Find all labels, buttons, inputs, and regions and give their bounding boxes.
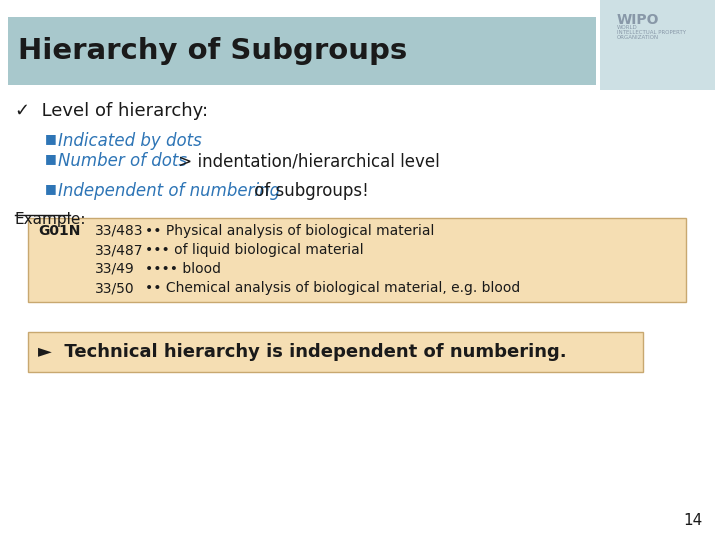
Text: 33/483: 33/483 <box>95 224 143 238</box>
Text: ►  Technical hierarchy is independent of numbering.: ► Technical hierarchy is independent of … <box>38 343 567 361</box>
Text: Number of dots: Number of dots <box>58 152 187 170</box>
Text: •• Chemical analysis of biological material, e.g. blood: •• Chemical analysis of biological mater… <box>145 281 521 295</box>
Text: Independent of numbering: Independent of numbering <box>58 182 280 200</box>
Text: Indicated by dots: Indicated by dots <box>58 132 202 150</box>
Text: WIPO: WIPO <box>617 13 660 27</box>
Text: > indentation/hierarchical level: > indentation/hierarchical level <box>173 152 440 170</box>
Text: 33/50: 33/50 <box>95 281 135 295</box>
FancyBboxPatch shape <box>8 17 596 85</box>
Text: ■: ■ <box>45 182 57 195</box>
FancyBboxPatch shape <box>28 218 686 302</box>
FancyBboxPatch shape <box>28 332 643 372</box>
Text: Example:: Example: <box>15 212 86 227</box>
Text: •••• blood: •••• blood <box>145 262 221 276</box>
Text: G01N: G01N <box>38 224 81 238</box>
Text: •• Physical analysis of biological material: •• Physical analysis of biological mater… <box>145 224 434 238</box>
FancyBboxPatch shape <box>600 0 715 90</box>
Text: ••• of liquid biological material: ••• of liquid biological material <box>145 243 364 257</box>
Text: ■: ■ <box>45 152 57 165</box>
Text: ■: ■ <box>45 132 57 145</box>
Text: Hierarchy of Subgroups: Hierarchy of Subgroups <box>18 37 408 65</box>
Text: INTELLECTUAL PROPERTY: INTELLECTUAL PROPERTY <box>617 30 686 35</box>
Text: ORGANIZATION: ORGANIZATION <box>617 35 659 40</box>
Text: 33/487: 33/487 <box>95 243 143 257</box>
Text: WORLD: WORLD <box>617 25 638 30</box>
Text: ✓  Level of hierarchy:: ✓ Level of hierarchy: <box>15 102 208 120</box>
Text: of subgroups!: of subgroups! <box>249 182 369 200</box>
Text: 14: 14 <box>684 513 703 528</box>
Text: 33/49: 33/49 <box>95 262 135 276</box>
